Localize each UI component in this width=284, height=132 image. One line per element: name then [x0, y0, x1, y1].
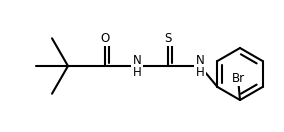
Text: N: N [196, 55, 204, 67]
Text: H: H [133, 67, 141, 79]
Text: O: O [100, 32, 110, 44]
Text: N: N [133, 55, 141, 67]
Text: Br: Br [231, 72, 245, 84]
Text: H: H [196, 67, 204, 79]
Text: S: S [164, 32, 172, 44]
